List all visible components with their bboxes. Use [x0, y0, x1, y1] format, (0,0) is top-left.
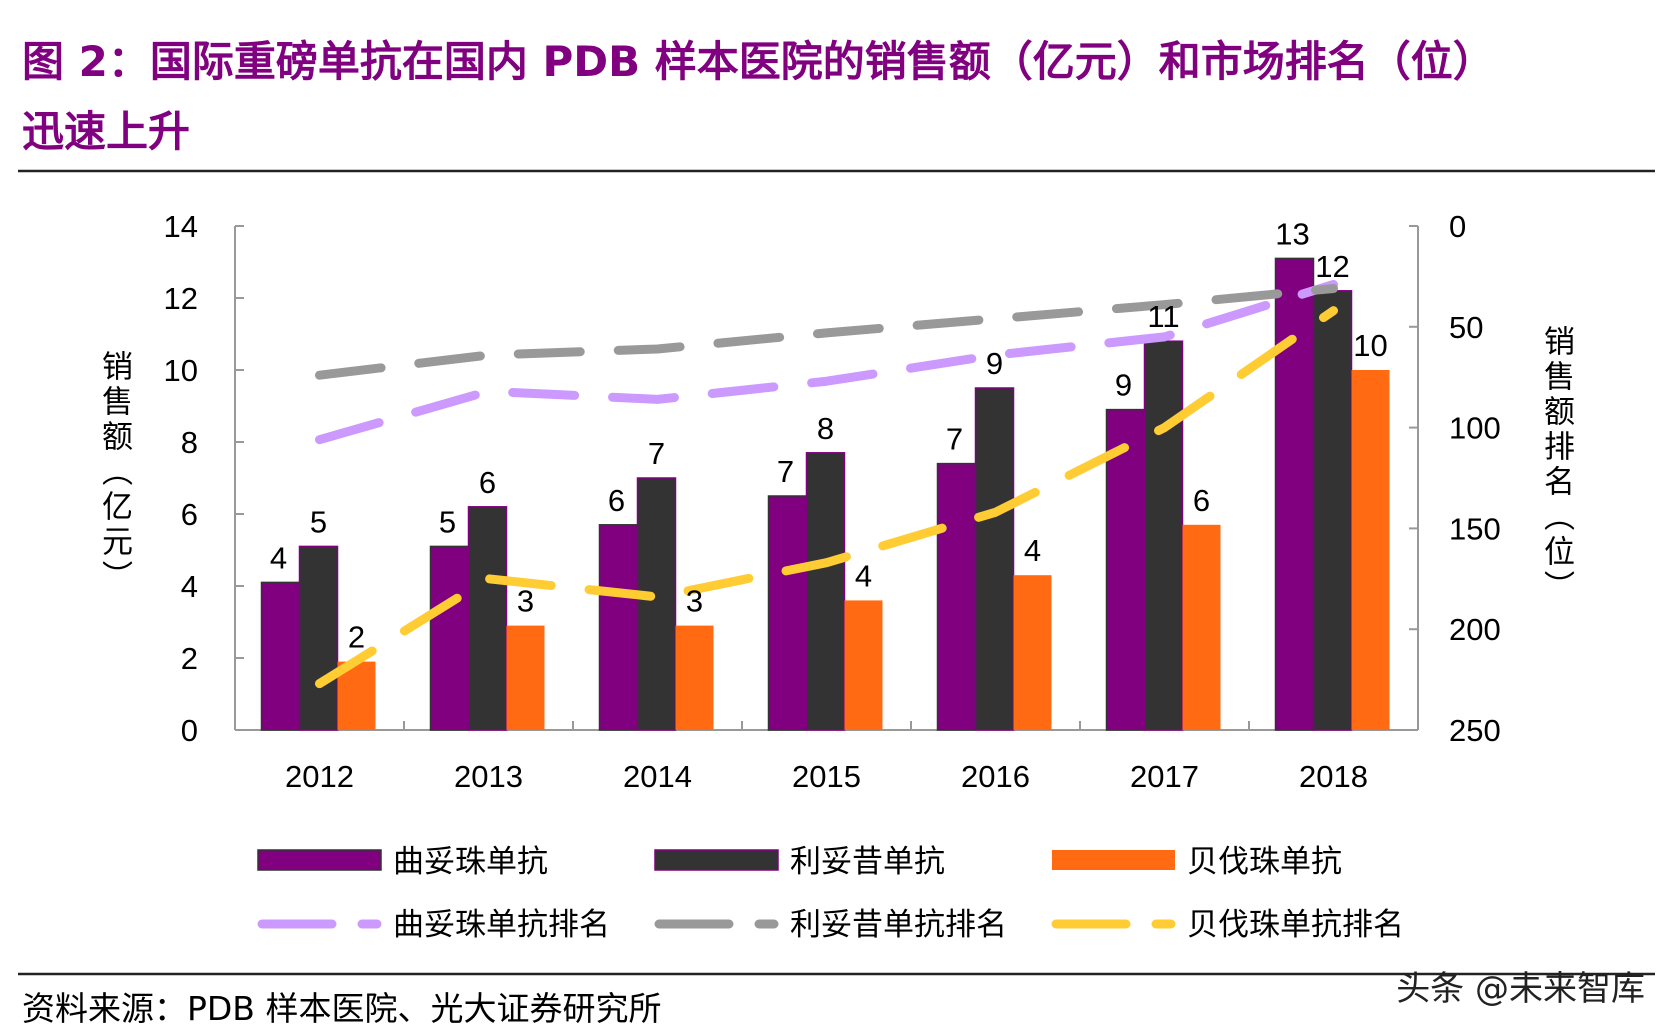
y-right-tick-label: 0 — [1449, 209, 1466, 244]
watermark: 头条 @未来智库 — [1396, 969, 1645, 1009]
x-tick-label: 2013 — [454, 759, 523, 794]
bars — [260, 257, 1390, 731]
bar-2 — [506, 625, 545, 730]
y-right-tick-label: 250 — [1449, 713, 1501, 748]
bar-data-label: 4 — [270, 540, 287, 575]
bar-data-label: 12 — [1315, 249, 1349, 284]
y-left-tick-label: 14 — [164, 209, 198, 244]
legend-swatch-bar-2 — [1052, 850, 1175, 870]
legend-swatch-bar-1 — [654, 849, 779, 871]
bar-1 — [1143, 340, 1184, 731]
bar-2 — [844, 600, 883, 730]
bar-data-label: 5 — [310, 504, 327, 539]
bar-data-label: 8 — [817, 411, 834, 446]
bar-0 — [429, 545, 470, 731]
bar-2 — [1013, 575, 1052, 730]
bar-2 — [1182, 524, 1221, 730]
bar-data-label: 4 — [1024, 533, 1041, 568]
bar-data-label: 2 — [348, 620, 365, 655]
legend-label-line-0: 曲妥珠单抗排名 — [393, 907, 610, 943]
bar-data-label: 7 — [946, 422, 963, 457]
x-tick-label: 2017 — [1130, 759, 1199, 794]
bar-2 — [1351, 370, 1390, 730]
bar-data-label: 4 — [855, 558, 872, 593]
rank-line-1 — [315, 283, 1338, 380]
bar-data-label: 11 — [1147, 299, 1179, 334]
y-left-tick-label: 8 — [181, 425, 198, 460]
y-axis-right-label: 销售额排名（位） — [1538, 325, 1575, 605]
y-left-tick-label: 12 — [164, 281, 198, 316]
y-axis-left-label: 销售额（亿元） — [96, 350, 133, 595]
axes: 0 2 4 6 8 10 12 14 0 50 100 150 200 250 2012 2013 2014 20… — [164, 209, 1501, 794]
x-tick-label: 2015 — [792, 759, 861, 794]
y-left-tick-label: 4 — [181, 569, 198, 604]
legend-label-line-1: 利妥昔单抗排名 — [790, 907, 1007, 943]
x-tick-label: 2012 — [285, 759, 354, 794]
bar-data-label: 9 — [1115, 368, 1132, 403]
legend-label-bar-1: 利妥昔单抗 — [790, 844, 945, 880]
figure-title-line1: 图 2：国际重磅单抗在国内 PDB 样本医院的销售额（亿元）和市场排名（位） — [22, 37, 1495, 86]
figure-title-line2: 迅速上升 — [22, 107, 190, 156]
bar-1 — [805, 452, 846, 731]
bar-0 — [1274, 257, 1315, 731]
y-right-tick-label: 200 — [1449, 612, 1501, 647]
bar-data-label: 3 — [686, 584, 703, 619]
y-right-tick-label: 50 — [1449, 310, 1483, 345]
bar-0 — [598, 524, 639, 731]
bar-1 — [974, 387, 1015, 731]
bar-1 — [298, 545, 339, 731]
bar-0 — [260, 581, 301, 731]
bar-data-label: 6 — [608, 483, 625, 518]
legend-label-bar-0: 曲妥珠单抗 — [393, 844, 548, 880]
bar-0 — [936, 462, 977, 731]
bar-1 — [636, 477, 677, 731]
bar-1 — [1312, 290, 1353, 731]
x-tick-label: 2016 — [961, 759, 1030, 794]
bar-data-label: 9 — [986, 346, 1003, 381]
rank-lines — [315, 279, 1338, 689]
y-right-tick-label: 100 — [1449, 411, 1501, 446]
legend-label-bar-2: 贝伐珠单抗 — [1187, 844, 1342, 880]
bar-1 — [467, 506, 508, 731]
bar-2 — [675, 625, 714, 730]
bar-0 — [767, 495, 808, 731]
bar-data-label: 7 — [777, 454, 794, 489]
y-left-tick-label: 2 — [181, 641, 198, 676]
rank-line-2 — [315, 306, 1338, 689]
rank-line-0 — [315, 279, 1338, 445]
x-tick-label: 2018 — [1299, 759, 1368, 794]
bar-data-label: 3 — [517, 584, 534, 619]
y-left-tick-label: 10 — [164, 353, 198, 388]
legend-label-line-2: 贝伐珠单抗排名 — [1187, 907, 1404, 943]
bar-data-label: 5 — [439, 504, 456, 539]
bar-data-label: 7 — [648, 436, 665, 471]
source-note: 资料来源：PDB 样本医院、光大证券研究所 — [22, 989, 661, 1028]
bar-data-label: 6 — [1193, 483, 1210, 518]
y-left-tick-label: 6 — [181, 497, 198, 532]
bar-data-label: 13 — [1275, 216, 1309, 251]
legend-swatch-bar-0 — [257, 849, 382, 871]
bar-0 — [1105, 408, 1146, 731]
y-left-tick-label: 0 — [181, 713, 198, 748]
y-right-tick-label: 150 — [1449, 511, 1501, 546]
x-tick-label: 2014 — [623, 759, 692, 794]
bar-data-label: 6 — [479, 465, 496, 500]
bar-data-label: 10 — [1353, 328, 1387, 363]
